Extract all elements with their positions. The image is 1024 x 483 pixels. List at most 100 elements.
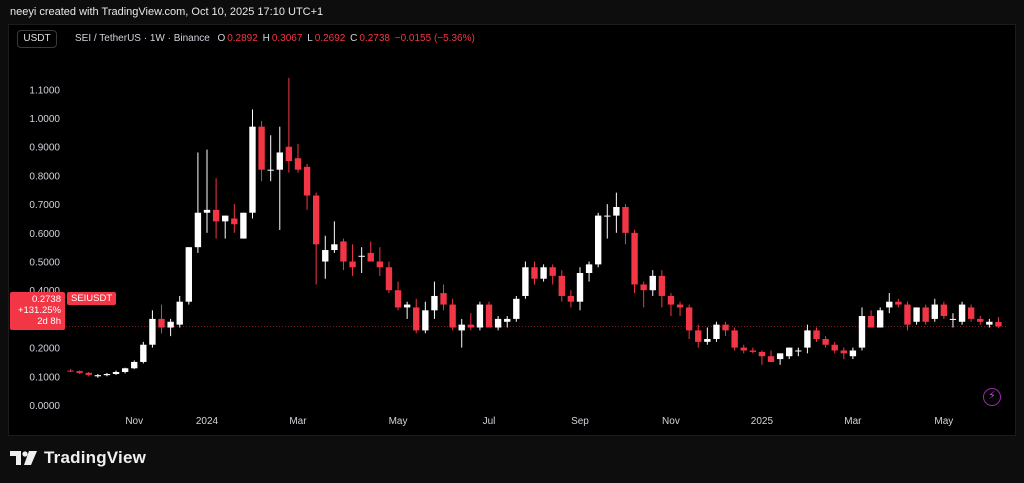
x-tick-label: Mar xyxy=(289,416,307,427)
candle-body xyxy=(358,255,365,257)
candle-body xyxy=(831,344,838,351)
legend-open-label: O xyxy=(217,33,226,44)
symbol-tag: SEIUSDT xyxy=(67,292,117,305)
candle-body xyxy=(658,275,666,296)
candle-body xyxy=(840,350,847,354)
candle-body xyxy=(322,250,329,262)
candle-body xyxy=(367,252,374,262)
candle-body xyxy=(922,307,929,322)
candle-body xyxy=(740,347,747,351)
currency-selector[interactable]: USDT xyxy=(17,30,57,48)
legend-high-value: 0.3067 xyxy=(271,33,303,44)
candle-body xyxy=(531,267,538,279)
candle-body xyxy=(158,318,165,328)
candle-body xyxy=(931,304,938,319)
y-tick-label: 0.0000 xyxy=(29,401,60,412)
candle-body xyxy=(303,166,311,196)
candlestick-chart[interactable]: 1.1000 1.0000 0.9000 0.8000 0.7000 0.6000 0.50… xyxy=(8,24,1016,436)
candle-body xyxy=(858,316,866,348)
candle-body xyxy=(567,295,575,302)
legend-symbol[interactable]: SEI / TetherUS · 1W · Binance xyxy=(75,33,210,44)
candle-body xyxy=(504,318,511,322)
candle-body xyxy=(76,371,83,373)
candle-body xyxy=(285,146,293,162)
candle-body xyxy=(94,375,102,377)
candle-body xyxy=(540,267,547,279)
candle-body xyxy=(112,372,120,375)
candle-body xyxy=(758,351,766,357)
candle-body xyxy=(140,344,147,362)
candle-body xyxy=(977,318,984,322)
candle-body xyxy=(667,295,675,305)
legend-close-label: C xyxy=(350,33,358,44)
candle-body xyxy=(294,158,302,170)
candle-body xyxy=(85,372,92,375)
legend-high-label: H xyxy=(262,33,270,44)
tradingview-logo-icon xyxy=(10,451,37,465)
candle-body xyxy=(622,207,629,233)
candle-body xyxy=(485,304,493,328)
candle-body xyxy=(713,324,720,339)
candle-body xyxy=(585,264,593,273)
candle-body xyxy=(312,195,320,245)
candle-body xyxy=(513,298,520,319)
candle-body xyxy=(403,304,411,308)
candle-body xyxy=(231,218,238,225)
candle-body xyxy=(649,275,656,291)
candle-body xyxy=(594,215,602,265)
candle-body xyxy=(522,267,529,296)
lightning-icon[interactable]: ⚡ xyxy=(983,388,1001,406)
tradingview-brand: TradingView xyxy=(10,447,146,469)
created-with-caption: neeyi created with TradingView.com, Oct … xyxy=(10,6,324,18)
y-tick-label: 0.7000 xyxy=(29,200,60,211)
candle-body xyxy=(722,324,729,331)
candle-body xyxy=(685,307,693,331)
candle-body xyxy=(631,232,638,285)
y-tick-label: 0.2000 xyxy=(29,344,60,355)
x-tick-label: Nov xyxy=(125,416,143,427)
x-tick-label: Jul xyxy=(483,416,496,427)
x-tick-label: 2024 xyxy=(196,416,219,427)
candle-body xyxy=(376,261,384,268)
candle-body xyxy=(176,301,183,325)
candle-body xyxy=(449,304,456,328)
candle-body xyxy=(440,293,447,305)
candle-body xyxy=(131,361,138,369)
candle-body xyxy=(895,301,902,305)
candle-body xyxy=(676,304,684,308)
last-price-change: +131.25% xyxy=(17,305,61,316)
candle-body xyxy=(767,356,775,362)
y-tick-label: 1.1000 xyxy=(29,85,60,96)
candle-body xyxy=(340,241,347,262)
x-tick-label: Mar xyxy=(844,416,862,427)
candle-body xyxy=(640,284,647,291)
legend-low-value: 0.2692 xyxy=(314,33,346,44)
candle-body xyxy=(149,318,156,345)
candle-body xyxy=(867,316,875,328)
candle-body xyxy=(194,212,202,248)
y-tick-label: 0.1000 xyxy=(29,372,60,383)
candle-body xyxy=(67,370,74,372)
candle-body xyxy=(476,304,484,328)
candle-body xyxy=(786,347,793,357)
candle-body xyxy=(849,350,857,357)
candle-body xyxy=(813,330,820,339)
candle-body xyxy=(958,304,966,322)
candle-body xyxy=(422,310,429,331)
candle-body xyxy=(349,261,356,268)
candle-body xyxy=(749,350,757,352)
candle-body xyxy=(704,339,711,342)
last-price-tag: 0.2738 +131.25% 2d 8h xyxy=(10,292,65,330)
candle-body xyxy=(877,310,884,328)
candle-body xyxy=(103,374,111,376)
candle-body xyxy=(185,247,192,302)
candle-body xyxy=(776,353,784,360)
candle-body xyxy=(695,330,702,342)
x-tick-label: May xyxy=(389,416,408,427)
candle-body xyxy=(203,209,211,213)
candle-body xyxy=(995,322,1002,327)
candle-body xyxy=(822,339,829,345)
candle-body xyxy=(212,209,220,222)
x-tick-label: May xyxy=(934,416,953,427)
